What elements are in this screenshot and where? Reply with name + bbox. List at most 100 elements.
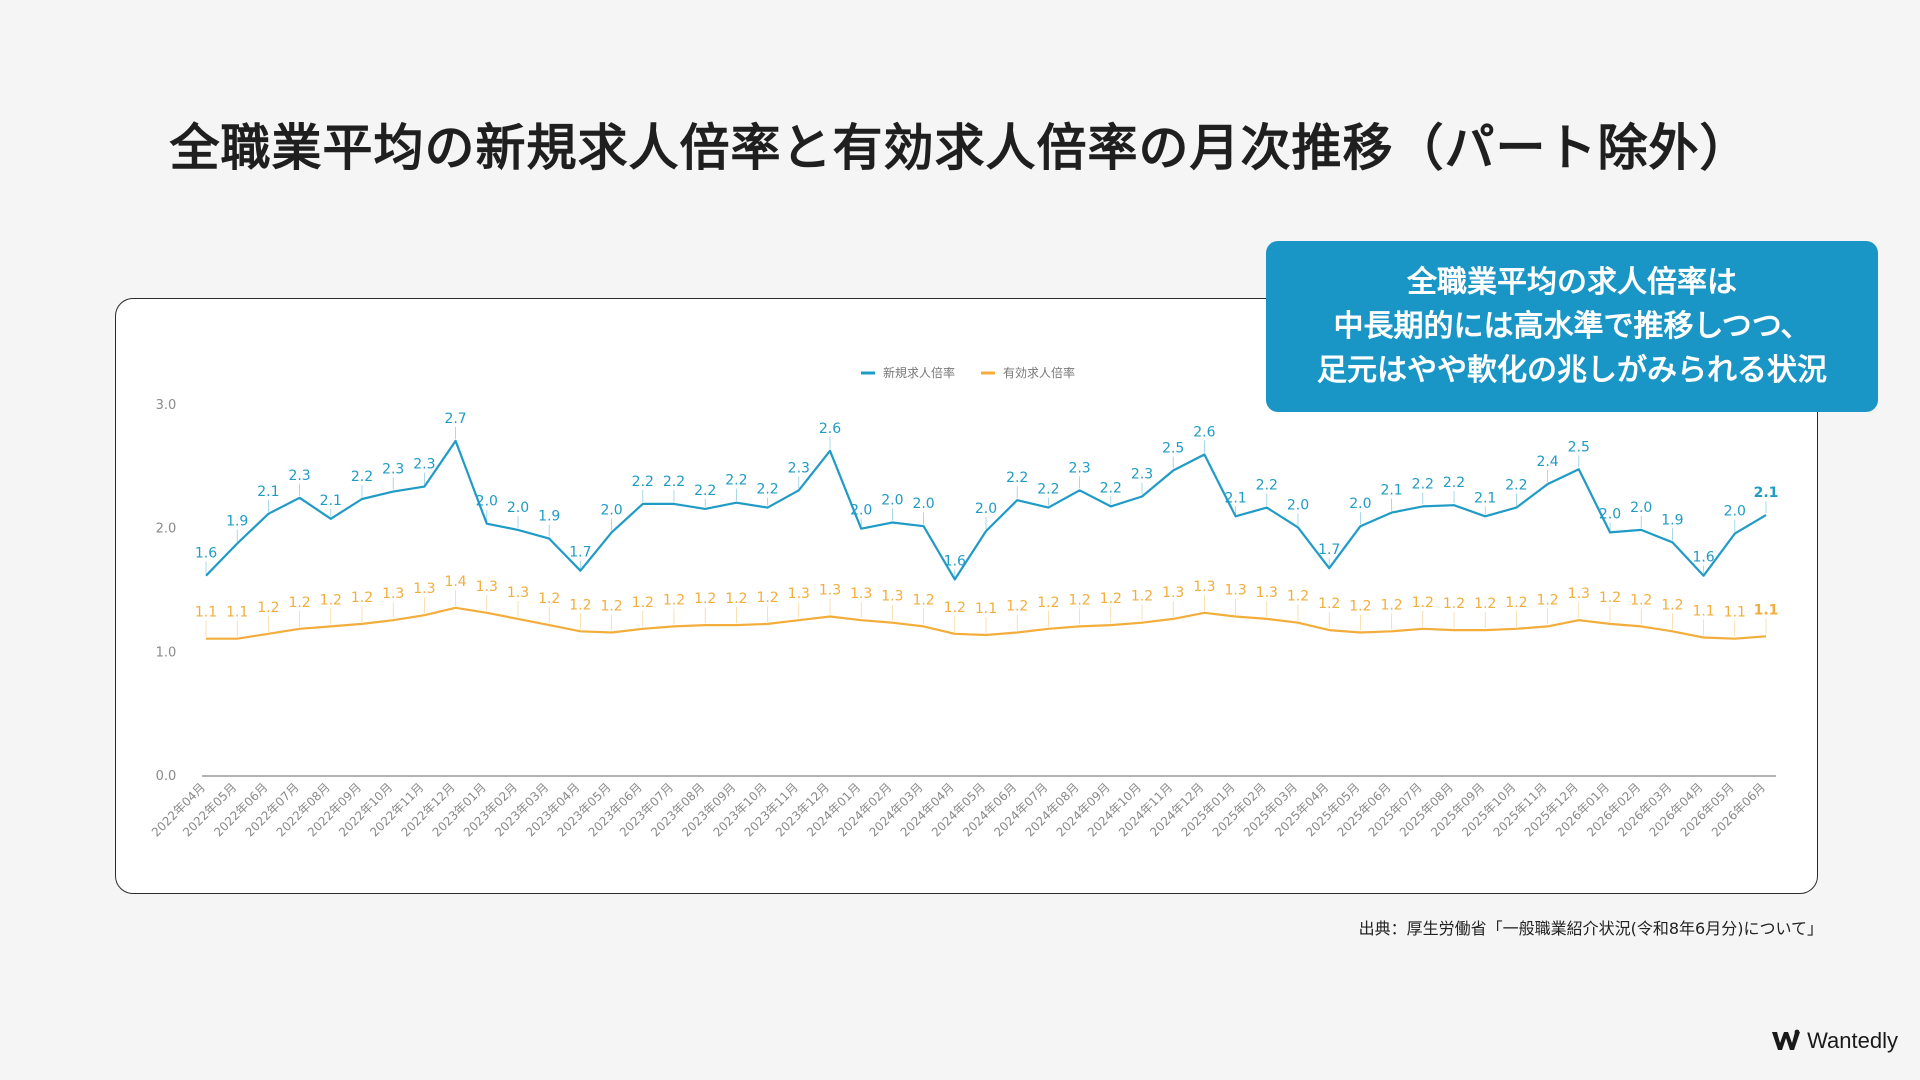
- data-label-active-openings: 1.3: [1162, 585, 1184, 601]
- data-label-new-openings: 2.1: [1224, 490, 1246, 506]
- page-title: 全職業平均の新規求人倍率と有効求人倍率の月次推移（パート除外）: [169, 119, 1751, 177]
- data-label-active-openings: 1.1: [195, 605, 217, 621]
- data-label-new-openings: 1.9: [226, 514, 248, 530]
- data-label-new-openings: 1.7: [569, 545, 591, 561]
- data-label-active-openings: 1.2: [1037, 595, 1059, 611]
- data-label-active-openings: 1.2: [1287, 589, 1309, 605]
- data-label-active-openings: 1.3: [507, 585, 529, 601]
- data-label-new-openings: 2.0: [1724, 504, 1746, 520]
- data-label-new-openings: 2.1: [1474, 490, 1496, 506]
- data-label-active-openings: 1.1: [1754, 602, 1779, 618]
- data-label-new-openings: 2.5: [1568, 439, 1590, 455]
- callout-line-3: 足元はやや軟化の兆しがみられる状況: [1317, 352, 1827, 388]
- data-label-new-openings: 2.1: [1380, 483, 1402, 499]
- data-label-active-openings: 1.2: [1131, 589, 1153, 605]
- data-label-new-openings: 2.2: [663, 474, 685, 490]
- series-line-new-openings: [205, 439, 1767, 581]
- data-label-new-openings: 2.2: [756, 482, 778, 498]
- data-label-active-openings: 1.3: [788, 586, 810, 602]
- data-label-new-openings: 2.0: [881, 492, 903, 508]
- data-label-new-openings: 2.4: [1536, 454, 1558, 470]
- data-label-active-openings: 1.2: [944, 600, 966, 616]
- data-label-new-openings: 2.0: [912, 496, 934, 512]
- data-label-active-openings: 1.2: [912, 592, 934, 608]
- data-label-new-openings: 1.9: [538, 509, 560, 525]
- brand-name: Wantedly: [1807, 1028, 1898, 1053]
- data-label-new-openings: 1.6: [195, 546, 217, 562]
- y-tick-label: 1.0: [156, 645, 177, 660]
- data-label-new-openings: 2.0: [850, 503, 872, 519]
- data-label-new-openings: 2.2: [1037, 482, 1059, 498]
- data-label-new-openings: 2.2: [1412, 476, 1434, 492]
- data-label-active-openings: 1.3: [1193, 579, 1215, 595]
- data-label-new-openings: 2.5: [1162, 441, 1184, 457]
- series-line-active-openings: [206, 606, 1767, 640]
- data-label-new-openings: 2.2: [351, 469, 373, 485]
- data-label-new-openings: 2.0: [507, 500, 529, 516]
- data-label-active-openings: 1.2: [351, 590, 373, 606]
- data-label-new-openings: 2.7: [444, 411, 466, 427]
- data-label-new-openings: 2.2: [1256, 478, 1278, 494]
- data-label-active-openings: 1.3: [1568, 586, 1590, 602]
- data-label-active-openings: 1.3: [382, 586, 404, 602]
- data-label-new-openings: 2.2: [1505, 478, 1527, 494]
- data-label-active-openings: 1.2: [756, 590, 778, 606]
- data-label-active-openings: 1.2: [725, 591, 747, 607]
- data-label-active-openings: 1.3: [413, 581, 435, 597]
- data-label-new-openings: 2.2: [1006, 470, 1028, 486]
- data-label-new-openings: 2.0: [975, 501, 997, 517]
- data-label-active-openings: 1.1: [226, 605, 248, 621]
- data-label-active-openings: 1.1: [1692, 603, 1714, 619]
- data-label-new-openings: 1.6: [1692, 550, 1714, 566]
- data-label-new-openings: 2.0: [600, 502, 622, 518]
- data-label-new-openings: 2.3: [288, 468, 310, 484]
- data-label-new-openings: 1.7: [1318, 542, 1340, 558]
- data-label-active-openings: 1.2: [694, 591, 716, 607]
- line-chart: 0.01.02.03.02022年04月2022年05月2022年06月2022…: [149, 365, 1779, 839]
- data-label-active-openings: 1.2: [1349, 599, 1371, 615]
- y-tick-label: 2.0: [156, 522, 177, 537]
- data-label-active-openings: 1.2: [569, 597, 591, 613]
- data-label-new-openings: 2.3: [1131, 467, 1153, 483]
- data-label-active-openings: 1.3: [850, 586, 872, 602]
- callout-line-2: 中長期的には高水準で推移しつつ、: [1333, 308, 1811, 344]
- data-label-active-openings: 1.2: [663, 592, 685, 608]
- data-label-new-openings: 2.3: [382, 462, 404, 478]
- data-label-active-openings: 1.2: [1380, 597, 1402, 613]
- data-label-active-openings: 1.2: [1474, 596, 1496, 612]
- data-label-new-openings: 2.1: [1754, 485, 1779, 501]
- data-label-active-openings: 1.2: [1661, 597, 1683, 613]
- data-label-new-openings: 2.3: [788, 460, 810, 476]
- data-label-new-openings: 2.0: [1599, 506, 1621, 522]
- brand-logo: Wantedly: [1771, 1028, 1898, 1054]
- data-label-active-openings: 1.3: [476, 579, 498, 595]
- data-label-active-openings: 1.2: [1443, 596, 1465, 612]
- data-label-active-openings: 1.4: [444, 574, 466, 590]
- data-label-active-openings: 1.3: [1224, 582, 1246, 598]
- legend-label-active-openings: 有効求人倍率: [1003, 365, 1075, 380]
- data-label-new-openings: 2.0: [476, 494, 498, 510]
- data-label-active-openings: 1.1: [975, 601, 997, 617]
- data-label-new-openings: 2.2: [725, 473, 747, 489]
- callout-line-1: 全職業平均の求人倍率は: [1407, 264, 1737, 300]
- data-label-active-openings: 1.2: [1412, 595, 1434, 611]
- data-label-new-openings: 1.9: [1661, 512, 1683, 528]
- data-label-active-openings: 1.2: [1006, 599, 1028, 615]
- data-label-new-openings: 2.2: [1443, 475, 1465, 491]
- data-label-active-openings: 1.2: [1599, 590, 1621, 606]
- data-label-active-openings: 1.3: [881, 589, 903, 605]
- data-label-new-openings: 2.3: [413, 457, 435, 473]
- data-label-active-openings: 1.2: [1536, 592, 1558, 608]
- data-label-new-openings: 2.6: [819, 421, 841, 437]
- summary-callout: 全職業平均の求人倍率は 中長期的には高水準で推移しつつ、 足元はやや軟化の兆しが…: [1266, 241, 1878, 412]
- data-label-active-openings: 1.2: [288, 595, 310, 611]
- legend-label-new-openings: 新規求人倍率: [883, 365, 955, 380]
- data-label-new-openings: 2.0: [1287, 497, 1309, 513]
- data-label-new-openings: 1.6: [944, 553, 966, 569]
- data-label-active-openings: 1.2: [1505, 595, 1527, 611]
- data-label-new-openings: 2.2: [632, 474, 654, 490]
- data-label-active-openings: 1.2: [538, 591, 560, 607]
- data-label-new-openings: 2.1: [320, 493, 342, 509]
- data-label-new-openings: 2.0: [1630, 500, 1652, 516]
- y-tick-label: 3.0: [156, 398, 177, 413]
